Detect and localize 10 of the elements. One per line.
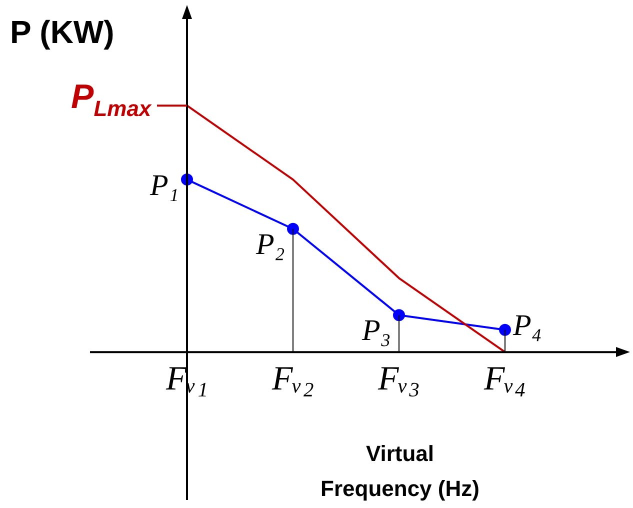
- x-tick-label: Fᵥ₄: [482, 360, 526, 398]
- annotation: P₂: [256, 228, 285, 262]
- annotation: P₃: [362, 314, 391, 348]
- x-axis-title: Virtual Frequency (Hz): [320, 440, 480, 504]
- annotation: P₄: [513, 308, 542, 343]
- annotation: P₁: [150, 168, 179, 203]
- x-tick-label: Fᵥ₂: [270, 360, 314, 398]
- y-axis-title: P (KW): [10, 14, 114, 51]
- annotation: P$_{Lmax}$: [71, 78, 152, 122]
- x-tick-label: Fᵥ₃: [376, 360, 420, 398]
